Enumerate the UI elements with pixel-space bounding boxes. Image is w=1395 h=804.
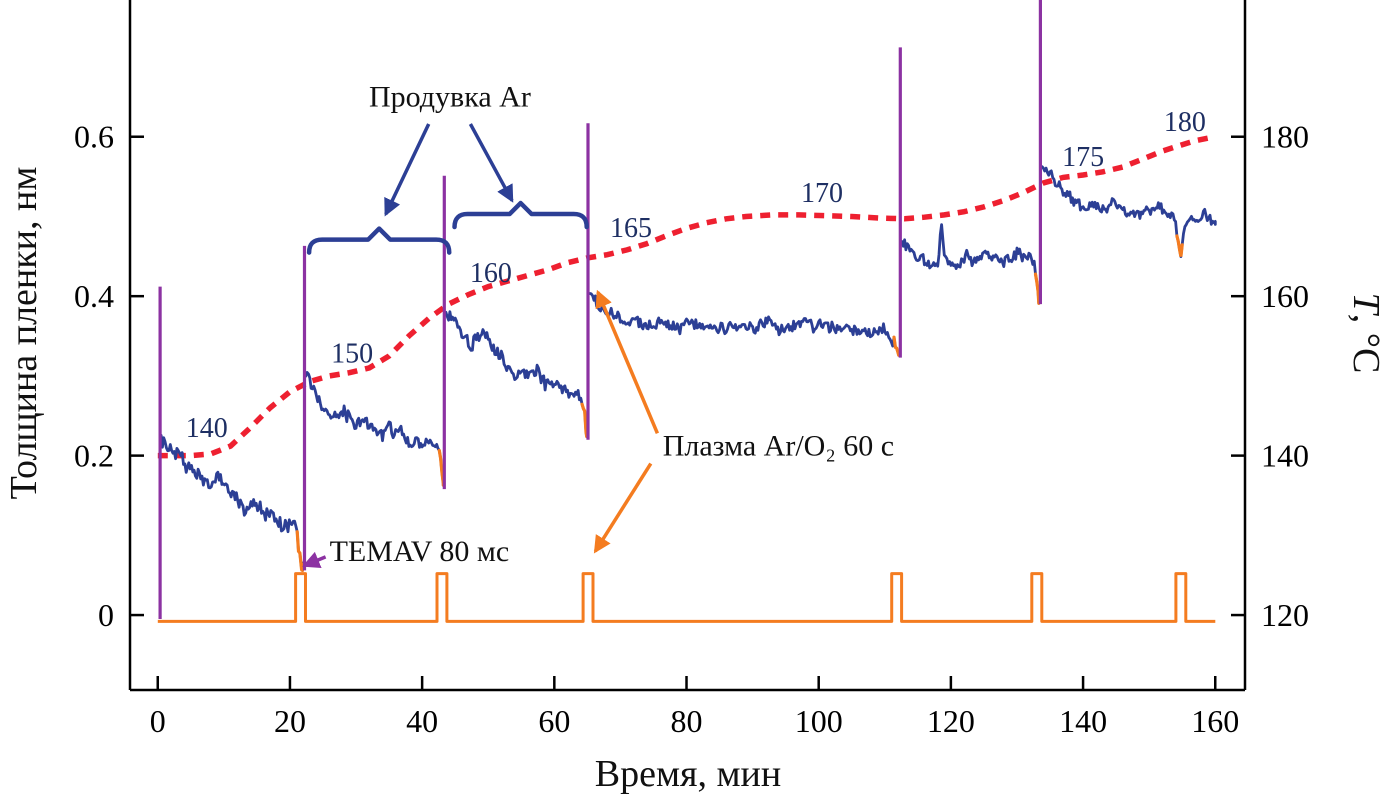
plot-series-layer <box>157 0 1217 623</box>
orange-annotation-arrow <box>593 462 653 554</box>
plasma-label: Плазма Ar/O₂ 60 с <box>663 430 894 463</box>
plasma-step-overlay <box>580 402 589 439</box>
temperature-curve <box>157 134 1216 459</box>
thickness-trace-segment <box>588 292 901 357</box>
generated-plot-layers: 140 150 160 165 170 175 180 Продувка Ar Плазма A… <box>74 0 1309 739</box>
x-axis-tick-label: 20 <box>274 703 306 739</box>
x-axis-tick-label: 140 <box>1059 703 1107 739</box>
temav-label: TEMAV 80 мс <box>330 535 510 568</box>
left-axis-tick-label: 0 <box>98 597 114 633</box>
x-axis-tick-label: 100 <box>795 703 843 739</box>
right-axis-tick-label: 160 <box>1261 278 1309 314</box>
temperature-step-label: 175 <box>1062 142 1104 173</box>
thickness-trace-segment <box>1040 165 1217 258</box>
thickness-trace-segment <box>159 433 304 572</box>
thickness-trace-segment <box>444 310 589 438</box>
y-axis-title-right-symbol: T <box>1345 293 1387 317</box>
blue-annotation-arrow <box>468 123 514 203</box>
left-axis-tick-label: 0.4 <box>74 278 114 314</box>
ar-purge-brace <box>306 226 452 255</box>
temperature-step-label: 170 <box>801 178 843 209</box>
x-axis-tick-label: 0 <box>150 703 166 739</box>
temperature-step-label: 140 <box>186 413 228 444</box>
thickness-trace-segment <box>304 371 445 487</box>
left-axis-tick-label: 0.2 <box>74 438 114 474</box>
x-axis-tick-label: 40 <box>406 703 438 739</box>
right-axis-tick-label: 180 <box>1261 119 1309 155</box>
plasma-step-overlay <box>295 530 305 572</box>
y-axis-title-right-units: , °C <box>1345 314 1387 374</box>
ar-purge-label: Продувка Ar <box>369 80 531 113</box>
x-axis-tick-label: 120 <box>927 703 975 739</box>
plasma-step-overlay <box>1033 272 1041 305</box>
thickness-trace-segment <box>900 223 1041 305</box>
right-axis-tick-label: 140 <box>1261 438 1309 474</box>
x-axis-tick-label: 160 <box>1191 703 1239 739</box>
right-axis-tick-label: 120 <box>1261 597 1309 633</box>
purple-annotation-arrow <box>302 551 327 569</box>
left-axis-tick-label: 0.6 <box>74 119 114 155</box>
temperature-step-label: 150 <box>331 338 373 369</box>
y-axis-title-left: Толщина пленки, нм <box>3 167 45 500</box>
x-axis-tick-label: 60 <box>538 703 570 739</box>
ar-purge-brace <box>452 200 589 230</box>
blue-annotation-arrow <box>384 123 431 217</box>
plasma-step-overlay <box>1175 234 1184 257</box>
temperature-step-label: 180 <box>1164 107 1206 138</box>
x-axis-tick-label: 80 <box>671 703 703 739</box>
plasma-pulse-train <box>157 572 1216 623</box>
y-axis-title-right: T, °C <box>1345 293 1387 374</box>
x-axis-title: Время, мин <box>595 753 781 795</box>
temperature-step-label: 160 <box>470 258 512 289</box>
temperature-step-label: 165 <box>610 213 652 244</box>
orange-annotation-arrow <box>595 289 660 434</box>
plasma-step-overlay <box>892 335 901 357</box>
